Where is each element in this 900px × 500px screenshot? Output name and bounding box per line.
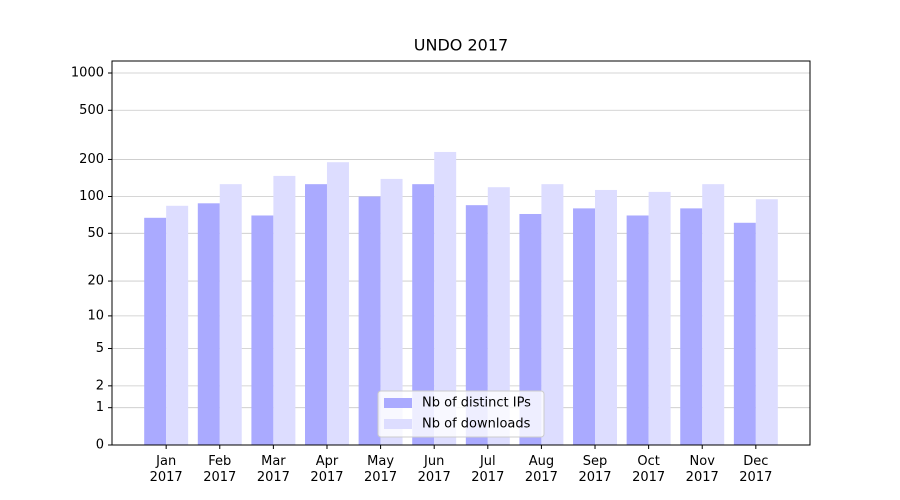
bar bbox=[305, 184, 327, 445]
x-tick-label: Jul 2017 bbox=[471, 454, 504, 485]
bar bbox=[702, 184, 725, 445]
bar bbox=[412, 184, 435, 445]
legend-box bbox=[377, 390, 545, 438]
x-tick-label: Mar 2017 bbox=[257, 454, 290, 485]
legend-swatch bbox=[384, 398, 412, 408]
chart-title: UNDO 2017 bbox=[414, 36, 508, 55]
bar bbox=[573, 208, 596, 445]
y-tick-label: 20 bbox=[87, 274, 104, 289]
y-tick-label: 0 bbox=[96, 438, 104, 453]
x-tick-label: Aug 2017 bbox=[525, 454, 558, 485]
y-tick-label: 200 bbox=[79, 152, 104, 167]
y-tick-label: 50 bbox=[87, 226, 104, 241]
bar bbox=[144, 217, 167, 445]
x-tick-label: Feb 2017 bbox=[203, 454, 236, 485]
bar bbox=[251, 215, 274, 445]
bar bbox=[755, 199, 778, 445]
x-tick-label: May 2017 bbox=[364, 454, 397, 485]
bar bbox=[541, 184, 564, 445]
x-tick-label: Jan 2017 bbox=[150, 454, 183, 485]
legend-label: Nb of downloads bbox=[422, 417, 531, 432]
legend-label: Nb of distinct IPs bbox=[422, 396, 531, 411]
bar bbox=[648, 191, 671, 445]
x-tick-label: Jun 2017 bbox=[418, 454, 451, 485]
bar bbox=[626, 215, 649, 445]
x-tick-label: Dec 2017 bbox=[739, 454, 772, 485]
bar bbox=[273, 175, 296, 446]
y-tick-label: 10 bbox=[87, 308, 104, 323]
bar bbox=[434, 151, 457, 445]
bar bbox=[595, 189, 617, 445]
bar bbox=[733, 222, 756, 445]
bar bbox=[519, 213, 542, 445]
y-tick-label: 5 bbox=[96, 341, 104, 356]
y-tick-label: 1000 bbox=[71, 66, 104, 81]
bar bbox=[197, 203, 220, 445]
bar bbox=[166, 205, 189, 445]
y-tick-label: 1 bbox=[96, 400, 104, 415]
y-tick-label: 2 bbox=[96, 378, 104, 393]
bar bbox=[380, 178, 403, 445]
x-tick-label: Nov 2017 bbox=[686, 454, 719, 485]
legend-swatch bbox=[384, 419, 412, 429]
y-tick-label: 500 bbox=[79, 103, 104, 118]
bar bbox=[358, 196, 381, 445]
bar bbox=[465, 205, 488, 445]
bar bbox=[680, 208, 703, 445]
bar bbox=[487, 187, 510, 445]
x-tick-label: Sep 2017 bbox=[578, 454, 611, 485]
plot-frame bbox=[111, 60, 811, 446]
x-tick-label: Oct 2017 bbox=[632, 454, 665, 485]
bar bbox=[326, 162, 349, 445]
x-tick-label: Apr 2017 bbox=[310, 454, 343, 485]
bar bbox=[219, 184, 242, 445]
y-tick-label: 100 bbox=[79, 189, 104, 204]
